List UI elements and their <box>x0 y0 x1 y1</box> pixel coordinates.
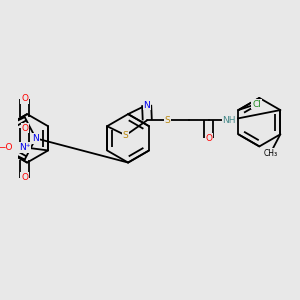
Text: O: O <box>21 173 28 182</box>
Text: O: O <box>21 94 28 103</box>
Text: N: N <box>32 134 39 143</box>
Text: −O: −O <box>0 143 13 152</box>
Text: O: O <box>21 124 28 133</box>
Text: S: S <box>165 116 170 125</box>
Text: S: S <box>123 131 129 140</box>
Text: N⁺: N⁺ <box>19 143 31 152</box>
Text: NH: NH <box>222 116 236 125</box>
Text: O: O <box>206 134 212 143</box>
Text: CH₃: CH₃ <box>263 149 277 158</box>
Text: N: N <box>143 100 150 109</box>
Text: Cl: Cl <box>252 100 261 109</box>
